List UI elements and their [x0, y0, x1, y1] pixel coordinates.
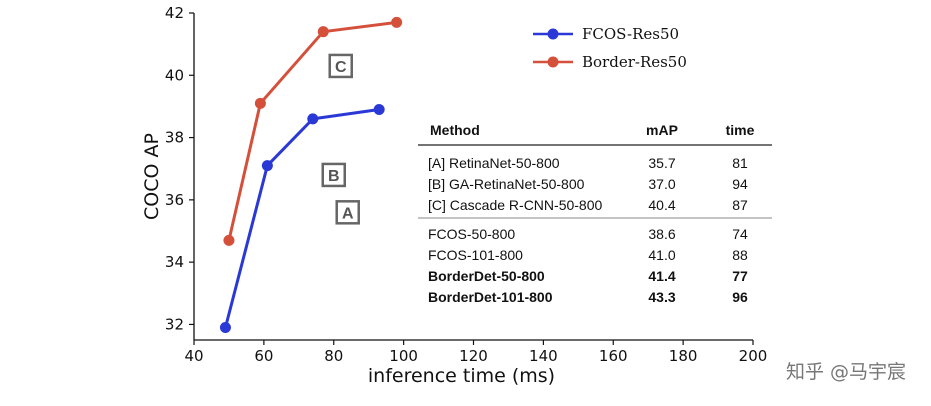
- table-cell-time: 88: [732, 247, 748, 263]
- x-tick-label: 140: [529, 347, 558, 365]
- annotation-frame: [321, 162, 346, 188]
- table-cell-map: 41.4: [648, 268, 675, 284]
- legend-label: Border-Res50: [582, 53, 687, 71]
- annotation-box-b: B: [321, 162, 346, 188]
- table-cell-time: 81: [732, 155, 748, 171]
- data-point: [373, 104, 385, 116]
- annotation-frame: [335, 200, 360, 225]
- table-cell-time: 94: [732, 176, 748, 192]
- x-tick-label: 100: [389, 347, 418, 365]
- series-line-0: [223, 108, 380, 328]
- y-tick-label: 32: [165, 315, 184, 333]
- legend-marker: [547, 56, 559, 68]
- data-point: [254, 97, 266, 109]
- x-tick-label: 80: [324, 347, 343, 365]
- table-cell-map: 43.3: [648, 289, 675, 305]
- y-tick-label: 38: [165, 129, 184, 147]
- annotation-label: B: [328, 168, 340, 185]
- axes: 40 60 80 100 120 140 160 180 200 32 34 36 38 40 42 infe…: [141, 4, 767, 387]
- table-header-time: time: [726, 122, 755, 138]
- table-cell-map: 38.6: [648, 226, 675, 242]
- y-axis-title: COCO AP: [141, 133, 163, 220]
- y-tick-label: 42: [165, 4, 184, 22]
- data-point: [261, 160, 273, 172]
- legend: FCOS-Res50 Border-Res50: [533, 25, 687, 71]
- x-tick-label: 160: [599, 347, 628, 365]
- x-tick-label: 40: [184, 347, 203, 365]
- table-row: [C] Cascade R-CNN-50-800 40.4 87: [428, 197, 748, 213]
- table-row: BorderDet-50-800 41.4 77: [428, 268, 748, 284]
- table-header-method: Method: [430, 122, 480, 138]
- table-cell-method: FCOS-101-800: [428, 247, 523, 263]
- data-point: [219, 322, 231, 334]
- table-cell-map: 41.0: [648, 247, 675, 263]
- table-cell-method: [C] Cascade R-CNN-50-800: [428, 197, 602, 213]
- data-point: [391, 16, 403, 28]
- table-cell-method: BorderDet-50-800: [428, 268, 545, 284]
- table-cell-method: [A] RetinaNet-50-800: [428, 155, 560, 171]
- table-cell-map: 40.4: [648, 197, 675, 213]
- table-cell-map: 37.0: [648, 176, 675, 192]
- table-cell-time: 74: [732, 226, 748, 242]
- results-table: Method mAP time[A] RetinaNet-50-800 35.7 81[…: [418, 114, 772, 320]
- data-point: [307, 113, 319, 125]
- series-layer: [219, 16, 403, 334]
- annotation-box-a: A: [335, 200, 360, 225]
- annotation-label: C: [335, 59, 347, 76]
- watermark-text: 知乎 @马宇宸: [786, 361, 906, 383]
- x-axis-title: inference time (ms): [368, 365, 555, 387]
- table-cell-method: [B] GA-RetinaNet-50-800: [428, 176, 585, 192]
- table-row: [A] RetinaNet-50-800 35.7 81: [428, 155, 748, 171]
- table-cell-method: BorderDet-101-800: [428, 289, 553, 305]
- annotation-frame: [328, 53, 353, 79]
- annotation-box-c: C: [328, 53, 353, 79]
- table-header-map: mAP: [646, 122, 678, 138]
- y-tick-label: 34: [165, 253, 184, 271]
- annotation-label: A: [342, 205, 354, 222]
- x-tick-label: 200: [739, 347, 768, 365]
- table-row: BorderDet-101-800 43.3 96: [428, 289, 748, 305]
- table-cell-time: 96: [732, 289, 748, 305]
- x-tick-label: 60: [254, 347, 273, 365]
- data-point: [317, 26, 329, 38]
- y-tick-label: 36: [165, 191, 184, 209]
- data-point: [223, 234, 235, 246]
- table-row: FCOS-101-800 41.0 88: [428, 247, 748, 263]
- table-cell-map: 35.7: [648, 155, 675, 171]
- x-tick-label: 120: [459, 347, 488, 365]
- table-background: [418, 114, 771, 320]
- table-cell-time: 87: [732, 197, 748, 213]
- annotations: A B C: [321, 53, 360, 225]
- legend-marker: [547, 28, 559, 40]
- x-tick-label: 180: [669, 347, 698, 365]
- series-line-1: [227, 20, 397, 241]
- legend-label: FCOS-Res50: [582, 25, 679, 43]
- table-cell-time: 77: [732, 268, 748, 284]
- table-cell-method: FCOS-50-800: [428, 226, 515, 242]
- table-row: FCOS-50-800 38.6 74: [428, 226, 748, 242]
- y-tick-label: 40: [165, 66, 184, 84]
- table-row: [B] GA-RetinaNet-50-800 37.0 94: [428, 176, 748, 192]
